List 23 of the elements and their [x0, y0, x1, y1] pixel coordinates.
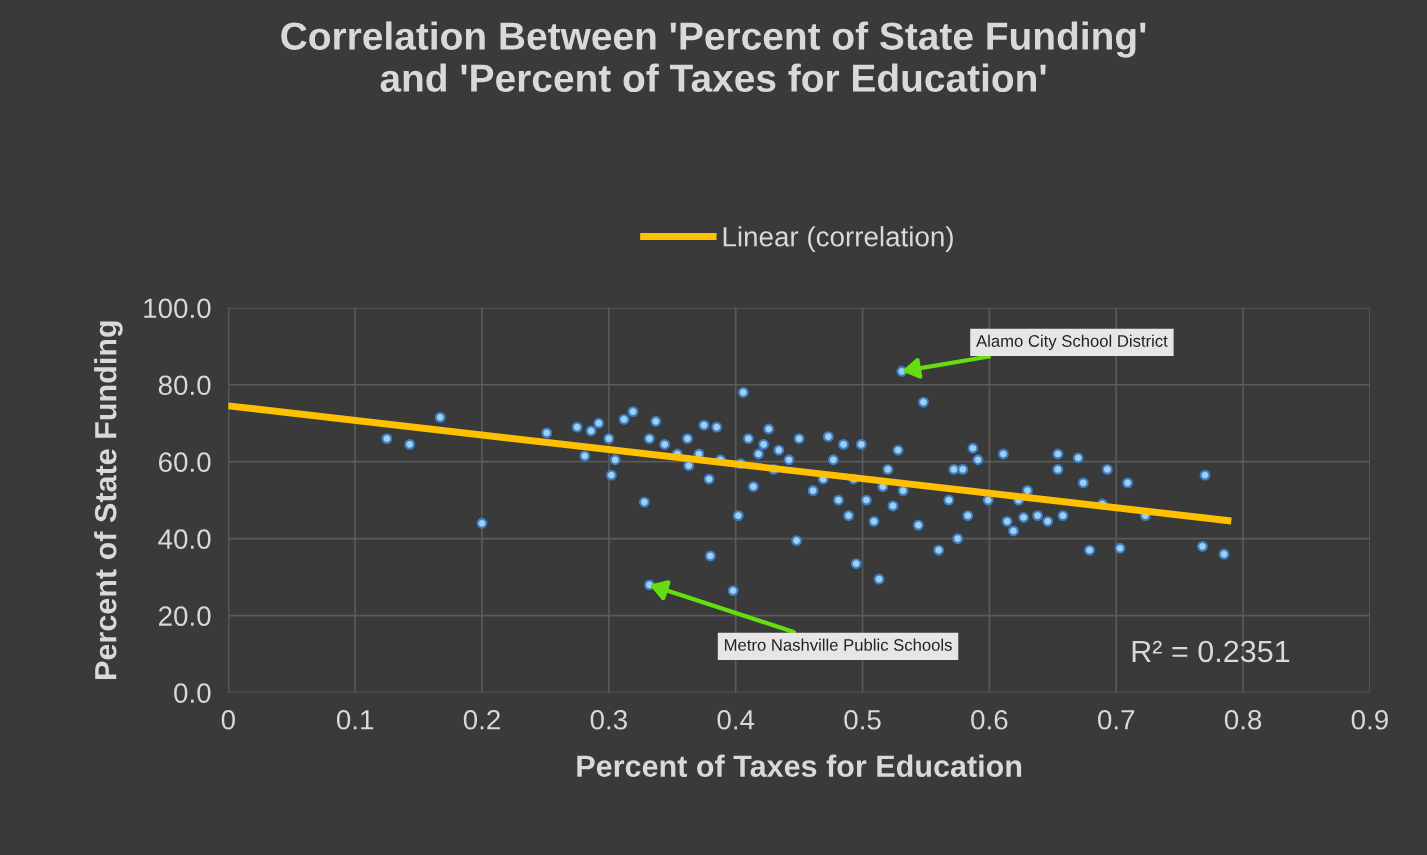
- legend-label: Linear (correlation): [723, 226, 953, 253]
- y-tick-label: 40.0: [158, 529, 211, 549]
- x-tick-label: 0.5: [844, 709, 881, 730]
- y-tick-label: 20.0: [158, 606, 211, 626]
- x-tick-label: 0.3: [590, 709, 627, 730]
- x-tick-label: 0.8: [1224, 709, 1262, 730]
- annotation: Alamo City School District: [976, 334, 1168, 351]
- x-axis-title: Percent of Taxes for Education: [577, 754, 1022, 777]
- x-tick-label: 0.9: [1351, 709, 1388, 730]
- y-tick-label: 100.0: [144, 298, 211, 319]
- x-tick-label: 0.7: [1098, 709, 1135, 730]
- x-tick-label: 0.2: [463, 709, 500, 730]
- y-tick-label: 80.0: [158, 375, 211, 396]
- y-axis-title: Percent of State Funding: [94, 321, 123, 679]
- x-tick-label: 0.1: [336, 709, 374, 730]
- x-tick-label: 0: [221, 709, 235, 730]
- annotation: Metro Nashville Public Schools: [725, 638, 952, 651]
- x-tick-label: 0.6: [971, 709, 1008, 730]
- y-tick-label: 60.0: [159, 452, 211, 473]
- x-tick-label: 0.4: [717, 709, 755, 730]
- chart-title: Correlation Between 'Percent of State Funding' and 'Percent of Taxes for Education': [281, 21, 1146, 92]
- y-tick-label: 0.0: [174, 683, 211, 703]
- annotation: R² = 0.2351: [1132, 640, 1290, 663]
